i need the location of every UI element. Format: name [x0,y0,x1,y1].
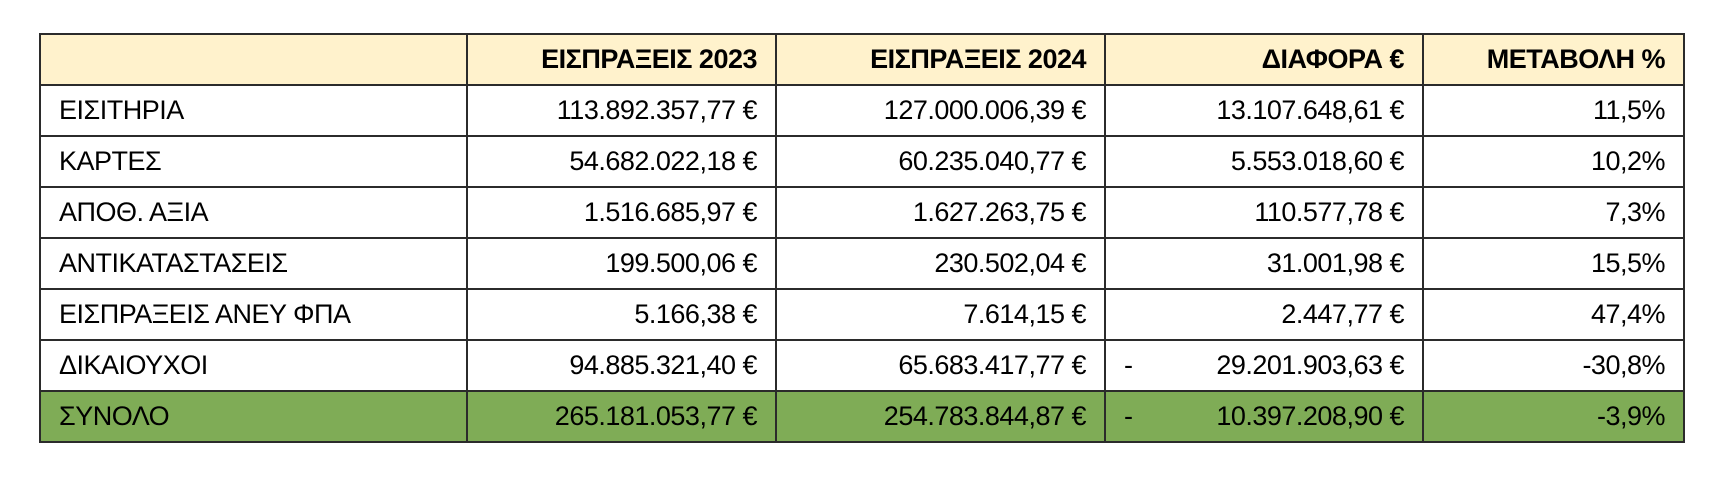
table-row: ΔΙΚΑΙΟΥΧΟΙ 94.885.321,40 €65.683.417,77 €… [39,339,1685,392]
row-label: ΕΙΣΙΤΗΡΙΑ [39,84,468,137]
change-percent: -30,8% [1422,339,1685,392]
value-2024: 7.614,15 € [775,288,1106,341]
value-2024: 230.502,04 € [775,237,1106,290]
row-label: ΑΠΟΘ. ΑΞΙΑ [39,186,468,239]
value-2023: 94.885.321,40 € [466,339,777,392]
revenue-comparison-table: ΕΙΣΠΡΑΞΕΙΣ 2023 ΕΙΣΠΡΑΞΕΙΣ 2024 ΔΙΑΦΟΡΑ … [39,33,1685,443]
header-label [39,33,468,86]
value-2024: 254.783.844,87 € [775,390,1106,443]
row-label: ΚΑΡΤΕΣ [39,135,468,188]
value-2023: 54.682.022,18 € [466,135,777,188]
difference-value: 110.577,78 € [1254,197,1404,227]
difference-cell: 2.447,77 € [1104,288,1424,341]
difference-value: 10.397.208,90 € [1216,401,1404,431]
row-label: ΑΝΤΙΚΑΤΑΣΤΑΣΕΙΣ [39,237,468,290]
total-row: ΣΥΝΟΛΟ 265.181.053,77 €254.783.844,87 € - 1… [39,390,1685,443]
value-2023: 113.892.357,77 € [466,84,777,137]
value-2023: 199.500,06 € [466,237,777,290]
row-label: ΣΥΝΟΛΟ [39,390,468,443]
header-2024: ΕΙΣΠΡΑΞΕΙΣ 2024 [775,33,1106,86]
difference-sign: - [1124,350,1133,380]
value-2023: 5.166,38 € [466,288,777,341]
table-row: ΕΙΣΠΡΑΞΕΙΣ ΑΝΕΥ ΦΠΑ 5.166,38 €7.614,15 € 2… [39,288,1685,341]
difference-value: 2.447,77 € [1281,299,1404,329]
difference-value: 31.001,98 € [1266,248,1405,278]
row-label: ΔΙΚΑΙΟΥΧΟΙ [39,339,468,392]
header-change: ΜΕΤΑΒΟΛΗ % [1422,33,1685,86]
row-label: ΕΙΣΠΡΑΞΕΙΣ ΑΝΕΥ ΦΠΑ [39,288,468,341]
header-difference: ΔΙΑΦΟΡΑ € [1104,33,1424,86]
header-row: ΕΙΣΠΡΑΞΕΙΣ 2023 ΕΙΣΠΡΑΞΕΙΣ 2024 ΔΙΑΦΟΡΑ … [39,33,1685,86]
table-row: ΑΠΟΘ. ΑΞΙΑ 1.516.685,97 €1.627.263,75 € 11… [39,186,1685,239]
difference-sign: - [1124,401,1133,431]
change-percent: 47,4% [1422,288,1685,341]
value-2024: 127.000.006,39 € [775,84,1106,137]
header-2023: ΕΙΣΠΡΑΞΕΙΣ 2023 [466,33,777,86]
change-percent: 11,5% [1422,84,1685,137]
difference-value: 13.107.648,61 € [1216,95,1404,125]
value-2024: 60.235.040,77 € [775,135,1106,188]
table-row: ΕΙΣΙΤΗΡΙΑ 113.892.357,77 €127.000.006,39 … [39,84,1685,137]
change-percent: -3,9% [1422,390,1685,443]
value-2023: 1.516.685,97 € [466,186,777,239]
difference-cell: - 29.201.903,63 € [1104,339,1424,392]
difference-value: 29.201.903,63 € [1216,350,1404,380]
difference-cell: 13.107.648,61 € [1104,84,1424,137]
value-2024: 1.627.263,75 € [775,186,1106,239]
table-row: ΚΑΡΤΕΣ 54.682.022,18 €60.235.040,77 € 5.55… [39,135,1685,188]
value-2024: 65.683.417,77 € [775,339,1106,392]
value-2023: 265.181.053,77 € [466,390,777,443]
change-percent: 15,5% [1422,237,1685,290]
difference-cell: - 10.397.208,90 € [1104,390,1424,443]
difference-cell: 110.577,78 € [1104,186,1424,239]
change-percent: 7,3% [1422,186,1685,239]
difference-value: 5.553.018,60 € [1230,146,1405,176]
difference-cell: 5.553.018,60 € [1104,135,1424,188]
table-row: ΑΝΤΙΚΑΤΑΣΤΑΣΕΙΣ 199.500,06 €230.502,04 € 3… [39,237,1685,290]
change-percent: 10,2% [1422,135,1685,188]
difference-cell: 31.001,98 € [1104,237,1424,290]
